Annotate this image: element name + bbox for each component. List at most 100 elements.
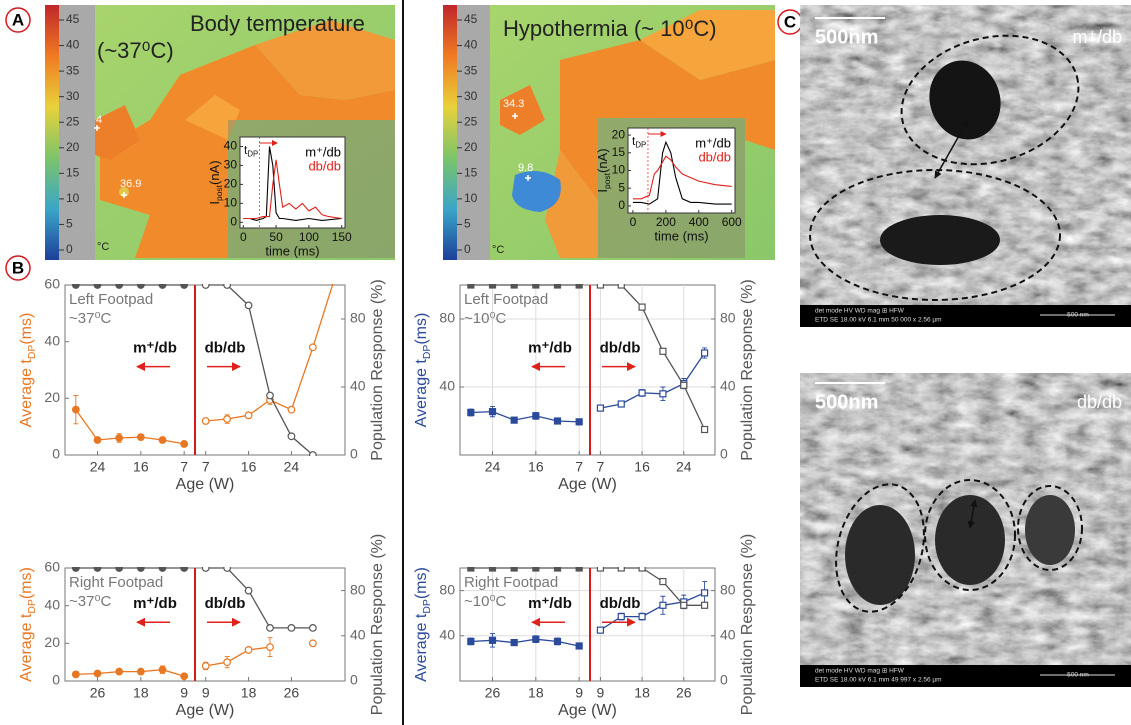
y2-label: Population Response (%) xyxy=(369,279,386,460)
info-bar: ETD SE 18.00 kV 6.1 mm 50 000 x 2.56 µm xyxy=(815,317,942,324)
marker xyxy=(617,612,625,621)
sem-image: 500nm m⁺/db det mode HV WD mag ⊞ HFW ETD… xyxy=(800,5,1131,327)
spot-label: 34.3 xyxy=(503,98,524,110)
axis-label: tDP xyxy=(244,143,258,158)
y-tick-label: 60 xyxy=(44,276,60,292)
marker xyxy=(553,567,562,572)
series xyxy=(71,284,189,289)
y-tick-label: 20 xyxy=(44,634,60,650)
marker xyxy=(201,284,210,289)
marker xyxy=(93,284,102,289)
colorbar-tick-label: 45 xyxy=(66,12,80,26)
label-part: I xyxy=(207,201,222,205)
marker xyxy=(575,642,583,650)
marker xyxy=(532,635,540,643)
marker xyxy=(467,637,475,646)
colorbar-tick-label: 35 xyxy=(66,63,80,77)
y2-label: Population Response (%) xyxy=(369,534,386,715)
y-tick-label: 10 xyxy=(612,163,626,177)
label-part: (nA) xyxy=(595,148,610,173)
marker xyxy=(659,577,667,586)
marker xyxy=(71,670,80,679)
label-part: I xyxy=(595,189,610,193)
y2-tick-label: 0 xyxy=(720,672,728,688)
marker xyxy=(287,432,296,441)
colorbar-tick-label: 0 xyxy=(66,242,73,256)
marker xyxy=(617,400,625,408)
x-tick-label: 9 xyxy=(180,685,188,701)
label-part: (nA) xyxy=(207,160,222,185)
annotation: ~10⁰C xyxy=(464,310,506,327)
x-tick-label: 18 xyxy=(241,685,257,701)
x-tick-label: 9 xyxy=(575,685,583,701)
image-title: Body temperature xyxy=(190,11,365,36)
marker xyxy=(71,567,80,572)
series xyxy=(596,347,709,412)
trace xyxy=(632,155,732,200)
axis-label: Ipost(nA) xyxy=(207,160,224,204)
marker xyxy=(659,347,667,355)
marker xyxy=(488,408,497,416)
legend-entry: db/db xyxy=(308,158,341,173)
y-tick-label: 40 xyxy=(439,378,455,394)
colorbar-tick-label: 10 xyxy=(464,191,478,205)
series xyxy=(596,567,709,609)
annotation: ~37⁰C xyxy=(69,593,111,610)
x-tick-label: 24 xyxy=(676,459,692,475)
series-line xyxy=(470,410,580,423)
marker xyxy=(700,425,709,434)
series xyxy=(201,637,317,671)
marker xyxy=(596,567,605,572)
x-tick-label: 26 xyxy=(284,685,300,701)
axis-label: Ipost(nA) xyxy=(595,148,612,192)
y-tick-label: 10 xyxy=(224,196,238,210)
marker xyxy=(331,276,338,283)
x-tick-label: 18 xyxy=(133,685,149,701)
y-tick-label: 0 xyxy=(52,446,60,462)
colorbar-tick-label: 5 xyxy=(464,217,471,231)
marker xyxy=(638,389,646,397)
colorbar-tick-label: 15 xyxy=(464,166,478,180)
y2-tick-label: 40 xyxy=(720,378,736,394)
colorbar-tick-label: 10 xyxy=(66,191,80,205)
y-tick-label: 20 xyxy=(44,389,60,405)
marker xyxy=(287,623,296,632)
y-tick-label: 0 xyxy=(52,672,60,688)
image-title: (~37⁰C) xyxy=(97,38,174,63)
marker xyxy=(244,646,253,654)
x-label: time (ms) xyxy=(265,243,319,258)
colorbar-tick-label: 0 xyxy=(464,242,471,256)
marker xyxy=(510,416,518,424)
marker xyxy=(244,411,253,420)
x-tick-label: 24 xyxy=(485,459,501,475)
colorbar-tick-label: 20 xyxy=(66,140,80,154)
marker xyxy=(136,667,145,676)
marker xyxy=(266,391,274,400)
y2-tick-label: 80 xyxy=(350,310,366,326)
group-label: m⁺/db xyxy=(133,340,177,357)
axis-label: Average tDP(ms) xyxy=(18,313,37,428)
plot-area xyxy=(64,284,346,456)
spot-marker xyxy=(94,125,100,131)
panel-letter: B xyxy=(12,258,24,277)
x-tick-label: 600 xyxy=(722,215,742,229)
series xyxy=(201,276,338,425)
marker xyxy=(244,301,253,310)
x-tick-label: 200 xyxy=(656,215,676,229)
marker xyxy=(223,284,232,289)
annotation: Left Footpad xyxy=(464,291,548,308)
annotation: ~10⁰C xyxy=(464,593,506,610)
x-tick-label: 7 xyxy=(180,459,188,475)
label-part: DP xyxy=(27,345,38,360)
marker xyxy=(510,638,518,647)
plot-area xyxy=(627,127,736,214)
y2-tick-label: 0 xyxy=(350,446,358,462)
x-tick-label: 16 xyxy=(528,459,544,475)
marker xyxy=(532,284,540,289)
info-bar: 500 nm xyxy=(1067,312,1089,319)
marker xyxy=(115,434,124,442)
marker xyxy=(575,567,583,572)
marker xyxy=(201,417,210,425)
marker xyxy=(467,284,475,289)
